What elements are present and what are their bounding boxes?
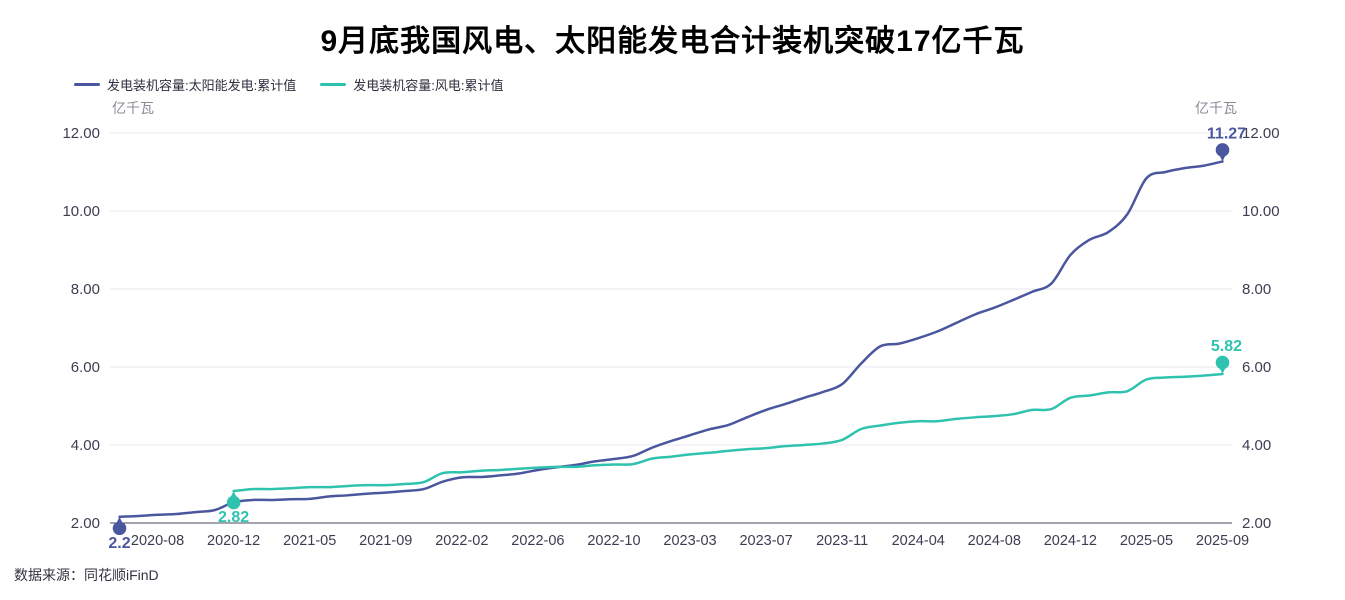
series-line-solar[interactable] xyxy=(118,160,1224,519)
legend-item-solar[interactable]: 发电装机容量:太阳能发电:累计值 xyxy=(74,75,296,94)
x-axis-tick-label: 2024-12 xyxy=(1044,533,1097,549)
y-axis-tick-label-right: 6.00 xyxy=(1242,359,1271,376)
data-source-note: 数据来源：同花顺iFinD xyxy=(14,567,159,583)
first-point-marker-solar[interactable] xyxy=(112,521,127,536)
last-point-value-label: 11.27 xyxy=(1207,125,1246,142)
x-axis-tick-label: 2022-06 xyxy=(511,533,564,549)
y-axis-tick-label-left: 2.00 xyxy=(71,515,100,532)
x-axis-tick-label: 2020-12 xyxy=(207,533,260,549)
last-point-marker-wind[interactable] xyxy=(1215,355,1230,370)
legend-line-swatch-solar xyxy=(74,82,100,87)
x-axis-tick-label: 2025-05 xyxy=(1120,533,1173,549)
first-point-value-label: 2.2 xyxy=(108,535,130,552)
legend-label-wind: 发电装机容量:风电:累计值 xyxy=(353,78,504,93)
x-axis-tick-label: 2025-09 xyxy=(1196,533,1249,549)
series-line-wind[interactable] xyxy=(232,372,1224,493)
x-axis-tick-label: 2024-04 xyxy=(892,533,945,549)
last-point-value-label: 5.82 xyxy=(1211,338,1242,355)
y-axis-tick-label-right: 4.00 xyxy=(1242,437,1271,454)
y-axis-tick-label-right: 2.00 xyxy=(1242,515,1271,532)
x-axis-tick-label: 2021-05 xyxy=(283,533,336,549)
x-axis-tick-label: 2022-02 xyxy=(435,533,488,549)
legend-line-swatch-wind xyxy=(320,82,347,87)
x-axis-tick-label: 2022-10 xyxy=(587,533,640,549)
y-axis-unit-right: 亿千瓦 xyxy=(1195,100,1237,116)
legend-label-solar: 发电装机容量:太阳能发电:累计值 xyxy=(107,78,297,93)
last-point-marker-solar[interactable] xyxy=(1215,143,1230,157)
x-axis-tick-label: 2023-11 xyxy=(816,533,868,549)
x-axis-tick-label: 2020-08 xyxy=(131,533,184,549)
x-axis-tick-label: 2023-03 xyxy=(663,533,716,549)
first-point-marker-wind[interactable] xyxy=(226,495,241,510)
y-axis-tick-label-left: 10.00 xyxy=(62,203,100,220)
x-axis-tick-label: 2024-08 xyxy=(968,533,1021,549)
x-axis-tick-label: 2023-07 xyxy=(739,533,792,549)
y-axis-tick-label-left: 12.00 xyxy=(62,125,100,142)
y-axis-tick-label-left: 4.00 xyxy=(71,437,100,454)
legend: 发电装机容量:太阳能发电:累计值 发电装机容量:风电:累计值 xyxy=(74,75,503,94)
chart-title: 9月底我国风电、太阳能发电合计装机突破17亿千瓦 xyxy=(320,25,1025,58)
x-axis-tick-label: 2021-09 xyxy=(359,533,412,549)
y-axis-tick-label-right: 10.00 xyxy=(1242,203,1280,220)
y-axis-unit-left: 亿千瓦 xyxy=(112,100,154,116)
y-axis-tick-label-right: 12.00 xyxy=(1242,125,1280,142)
y-axis-tick-label-left: 8.00 xyxy=(71,281,100,298)
y-axis-tick-label-right: 8.00 xyxy=(1242,281,1271,298)
first-point-value-label: 2.82 xyxy=(218,509,249,526)
legend-item-wind[interactable]: 发电装机容量:风电:累计值 xyxy=(320,75,503,94)
y-axis-tick-label-left: 6.00 xyxy=(71,359,100,376)
